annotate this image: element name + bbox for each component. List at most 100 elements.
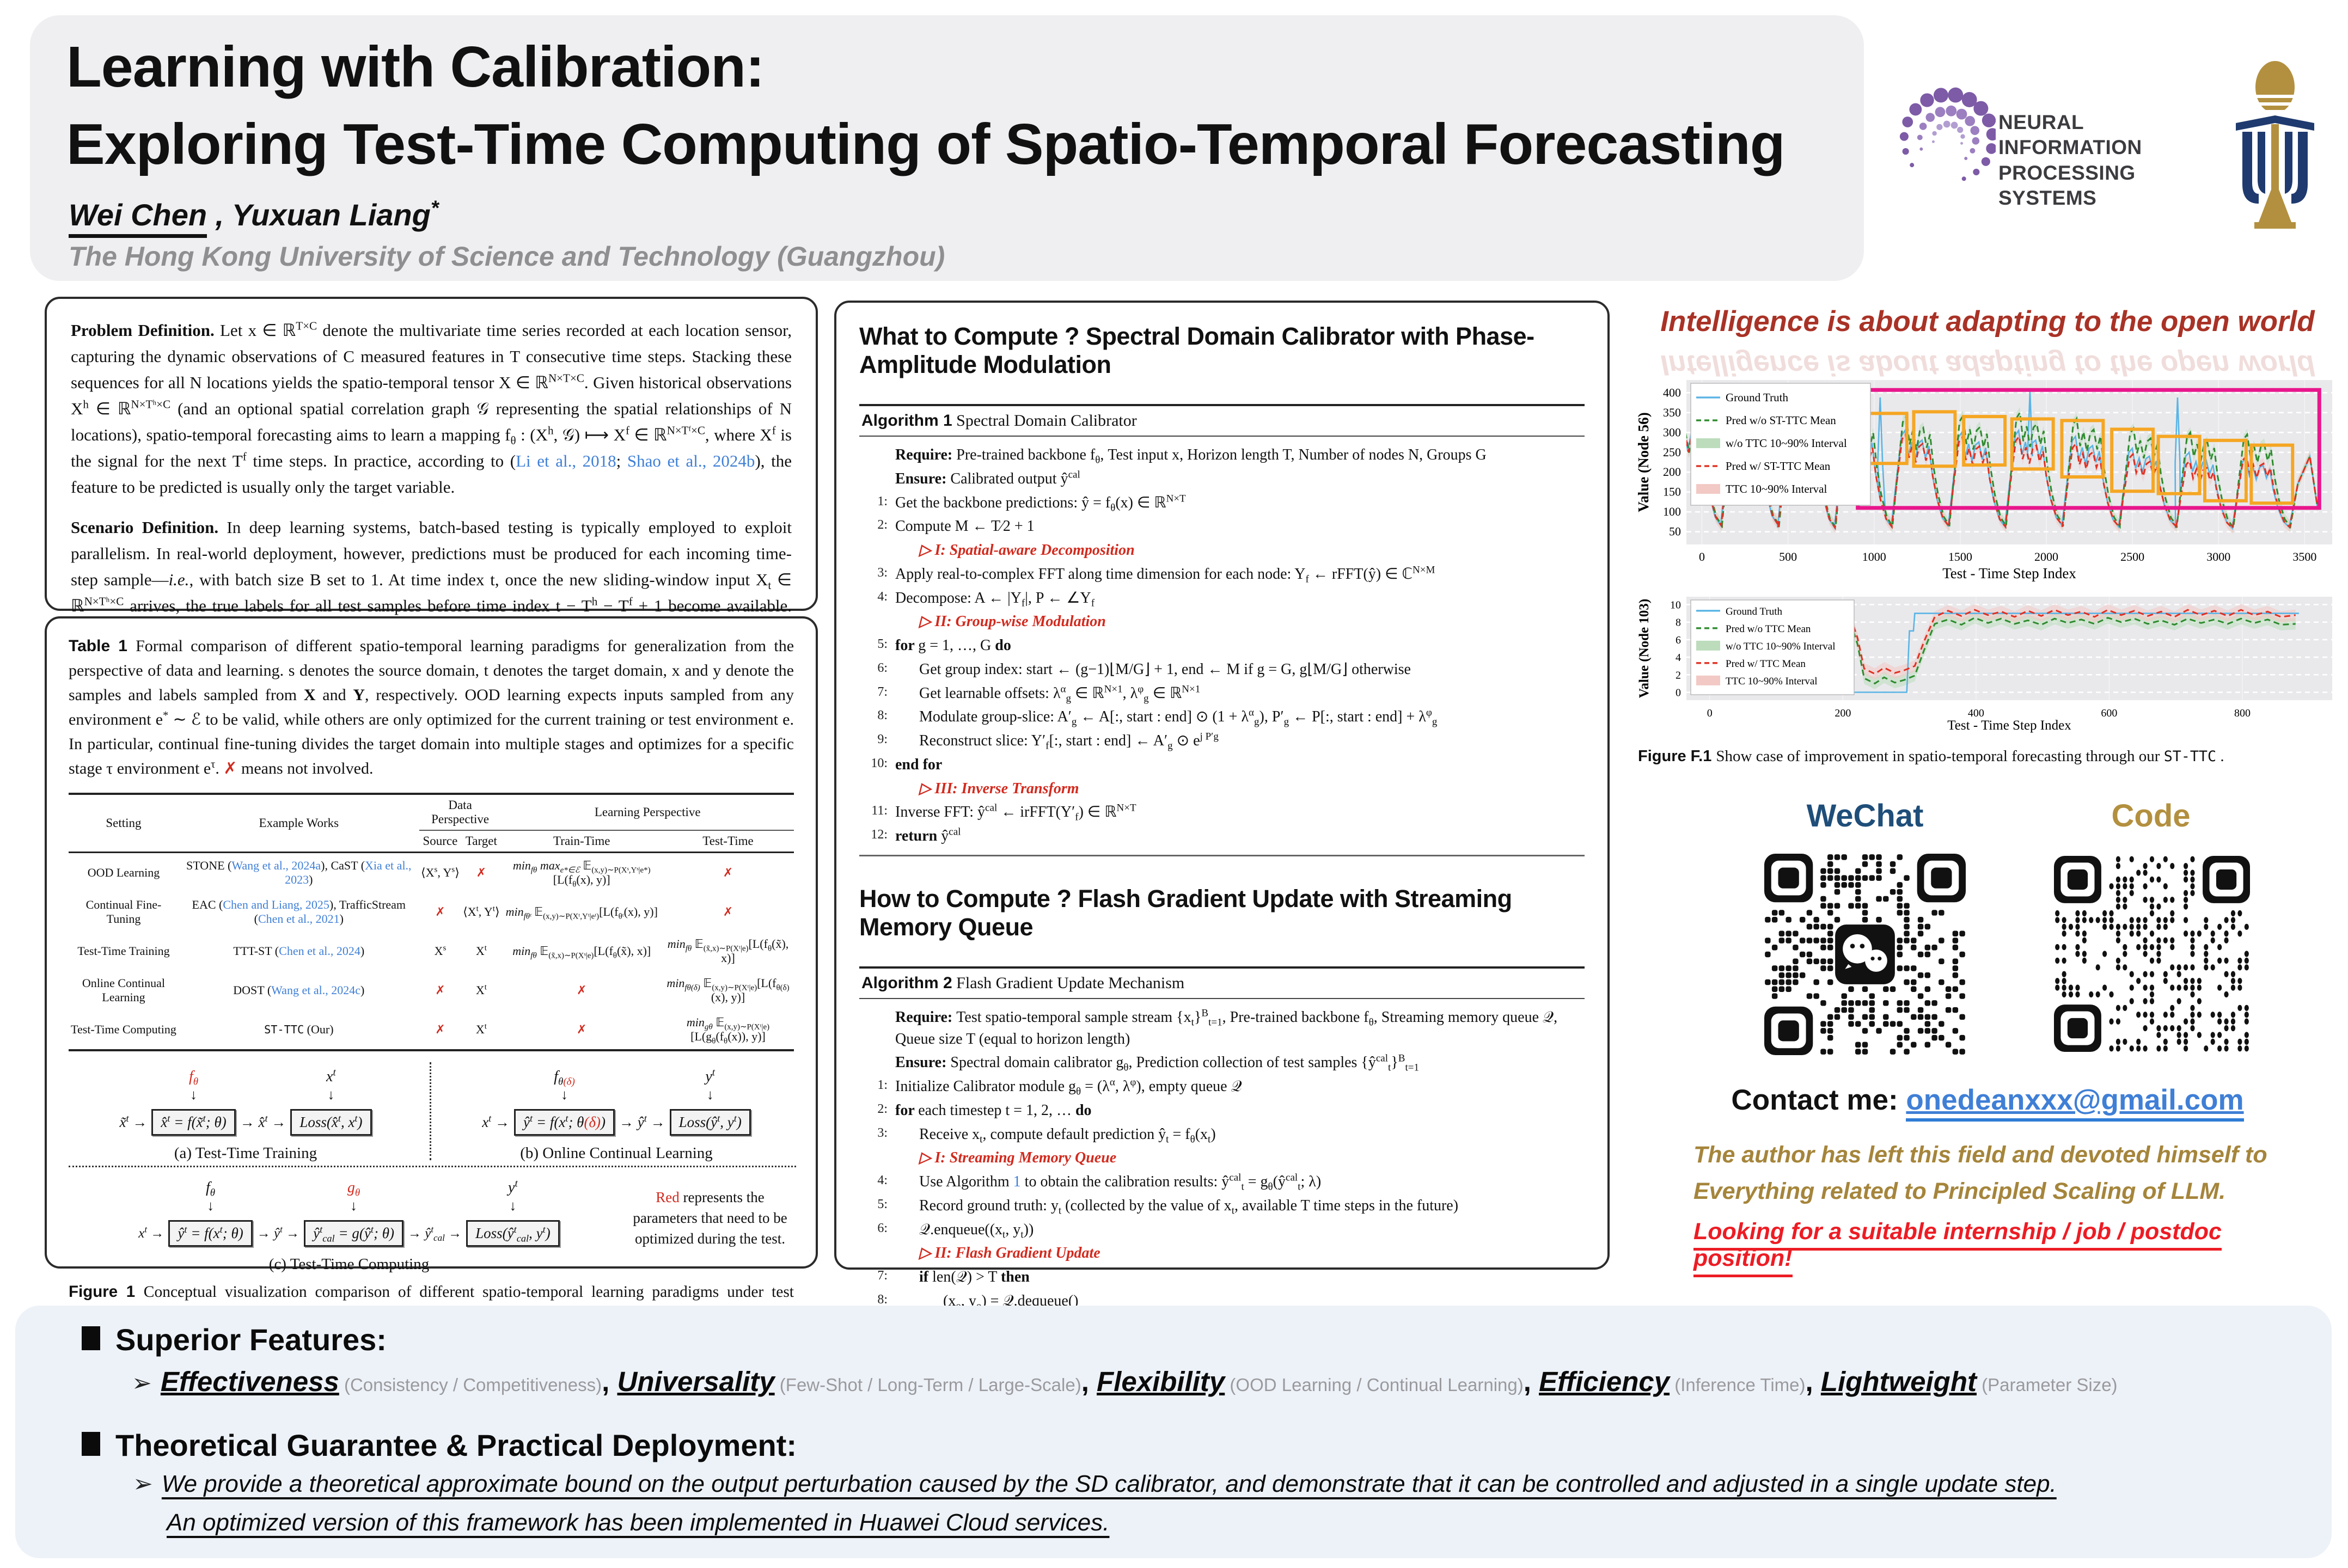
table-cell-source: Xs bbox=[434, 944, 447, 958]
node56-forecast-chart: 50 100 150 200 250 300 350 400 0 500 1000 1500 2000 2… bbox=[1636, 380, 2332, 581]
algorithm-line: Require: Test spatio-temporal sample str… bbox=[895, 1007, 1558, 1048]
algorithm1-title: Algorithm 1 Spectral Domain Calibrator bbox=[859, 404, 1585, 437]
algorithm-line: Ensure: Spectral domain calibrator gθ, P… bbox=[895, 1052, 1420, 1074]
svg-text:Ground Truth: Ground Truth bbox=[1726, 606, 1782, 617]
svg-text:Pred w/o TTC Mean: Pred w/o TTC Mean bbox=[1726, 623, 1811, 635]
square-bullet-icon bbox=[82, 1326, 100, 1350]
table-cell-works: TTT-ST (Chen et al., 2024) bbox=[233, 944, 365, 958]
flow-box: fθ(δ) ↓ ŷt = f(xt; θ(δ)) bbox=[514, 1068, 615, 1136]
feature-detail: (Parameter Size) bbox=[1976, 1375, 2118, 1395]
table-cell-test: minfθ 𝔼(x̃,x)∼P(Xᵗ|e)[L(fθ(x̃), x)] bbox=[667, 937, 789, 965]
algorithm-line: 12: return ŷcal bbox=[871, 826, 961, 844]
column-header: Source bbox=[419, 830, 462, 853]
algorithm-line: 10: end for bbox=[871, 756, 943, 773]
algorithm-line: Require: Pre-trained backbone fθ, Test i… bbox=[895, 446, 1487, 466]
citation-link[interactable]: Xia et al., 2023 bbox=[285, 859, 412, 886]
title-line2: Exploring Test-Time Computing of Spatio-… bbox=[66, 112, 1786, 177]
table-cell-setting: Test-Time Training bbox=[77, 944, 170, 958]
svg-text:400: 400 bbox=[1663, 385, 1681, 399]
algorithm-line: 5: Record ground truth: yt (collected by … bbox=[877, 1197, 1459, 1217]
neurips-logo-line2: PROCESSING SYSTEMS bbox=[1998, 161, 2136, 209]
svg-text:50: 50 bbox=[1669, 525, 1681, 538]
features-line: ➢ Effectiveness (Consistency / Competitiv… bbox=[132, 1366, 2118, 1397]
citation-link[interactable]: Wang et al., 2024a bbox=[231, 859, 321, 872]
flow-text: → ŷtcal → bbox=[407, 1224, 462, 1243]
svg-text:800: 800 bbox=[2234, 707, 2251, 719]
feature-detail: (Consistency / Competitiveness) bbox=[339, 1375, 602, 1395]
citation-link[interactable]: Shao et al., 2024b bbox=[627, 451, 755, 471]
table-cell-target: ⟨Xt, Yt⟩ bbox=[463, 904, 500, 918]
svg-text:250: 250 bbox=[1663, 445, 1681, 459]
flow-box: gθ ↓ ŷtcal = g(ŷt; θ) bbox=[304, 1179, 403, 1247]
table-cell-train: minfθ maxe*∈ℰ 𝔼(x,y)∼P(Xˢ,Yˢ|e*)[L(fθ(x)… bbox=[512, 859, 651, 889]
table-cell-train: ✗ bbox=[577, 983, 587, 997]
svg-text:0: 0 bbox=[1676, 687, 1681, 699]
citation-link[interactable]: Wang et al., 2024c bbox=[271, 983, 360, 997]
svg-text:Test - Time Step Index: Test - Time Step Index bbox=[1942, 565, 2076, 581]
citation-link[interactable]: Chen et al., 2021 bbox=[258, 912, 340, 926]
citation-link[interactable]: Chen and Liang, 2025 bbox=[223, 898, 329, 911]
table-cell-setting: Continual Fine-Tuning bbox=[85, 898, 162, 926]
algorithm-line: 6: 𝒬.enqueue((xt, yt)) bbox=[877, 1221, 1034, 1241]
svg-text:1500: 1500 bbox=[1948, 550, 1972, 564]
hkust-logo-icon bbox=[2236, 61, 2314, 229]
svg-text:w/o TTC 10~90% Interval: w/o TTC 10~90% Interval bbox=[1726, 641, 1835, 652]
down-arrow-icon: ↓ bbox=[327, 1087, 335, 1102]
table-cell-works: ST-TTC (Our) bbox=[178, 1010, 419, 1051]
feature-name: Efficiency bbox=[1539, 1366, 1670, 1397]
theoretical-heading: Theoretical Guarantee & Practical Deploy… bbox=[82, 1428, 797, 1463]
title-line1: Learning with Calibration: bbox=[66, 35, 765, 99]
svg-text:Ground Truth: Ground Truth bbox=[1726, 391, 1788, 404]
superior-features-heading: Superior Features: bbox=[82, 1322, 387, 1357]
code-heading: Code bbox=[2111, 798, 2191, 834]
flow-box: yt ↓ Loss(ŷtcal, yt) bbox=[466, 1179, 560, 1247]
algorithm-line: 5: for g = 1, …, G do bbox=[877, 637, 1011, 654]
authors: Wei Chen , Yuxuan Liang* bbox=[69, 197, 439, 238]
contact-line[interactable]: Contact me: onedeanxxx@gmail.com bbox=[1666, 1083, 2309, 1122]
svg-text:500: 500 bbox=[1779, 550, 1797, 564]
figure1-vertical-divider bbox=[430, 1062, 431, 1160]
column-header: Example Works bbox=[178, 793, 419, 853]
svg-text:150: 150 bbox=[1663, 485, 1681, 499]
column-header: Test-Time bbox=[662, 830, 794, 853]
flow-text: xt → bbox=[138, 1224, 164, 1241]
figure1c-label: (c) Test-Time Computing bbox=[268, 1255, 430, 1273]
svg-text:2000: 2000 bbox=[2034, 550, 2058, 564]
citation-link[interactable]: 1 bbox=[1013, 1173, 1021, 1190]
feature-detail: (OOD Learning / Continual Learning) bbox=[1225, 1375, 1524, 1395]
svg-text:Value (Node 56): Value (Node 56) bbox=[1636, 412, 1652, 512]
author-gold-note: The author has left this field and devot… bbox=[1693, 1142, 2267, 1204]
algorithm-line: 3: Apply real-to-complex FFT along time d… bbox=[877, 564, 1435, 585]
flow-box: fθ ↓ ŷt = f(xt; θ) bbox=[168, 1179, 253, 1247]
table-row: Continual Fine-Tuning EAC (Chen and Liang… bbox=[69, 892, 794, 932]
citation-link[interactable]: Chen et al., 2024 bbox=[279, 944, 360, 958]
author-red-note: Looking for a suitable internship / job … bbox=[1693, 1218, 2325, 1277]
algorithm-comment-line: ▷ I: Spatial-aware Decomposition bbox=[919, 542, 1135, 559]
citation-link[interactable]: onedeanxxx@gmail.com bbox=[1906, 1084, 2244, 1122]
algorithm-comment-line: ▷ III: Inverse Transform bbox=[919, 780, 1079, 797]
table-row: Test-Time Computing ST-TTC (Our) ✗ Xt ✗ mingθ… bbox=[69, 1010, 794, 1051]
table-row: Test-Time Training TTT-ST (Chen et al., 2… bbox=[69, 932, 794, 971]
problem-definition-paragraph: Problem Definition. Let x ∈ ℝT×C denote … bbox=[71, 319, 792, 497]
svg-text:6: 6 bbox=[1676, 634, 1681, 646]
svg-text:2500: 2500 bbox=[2120, 550, 2144, 564]
column-header: Data Perspective bbox=[419, 793, 502, 831]
method-panel: What to Compute ? Spectral Domain Calibr… bbox=[834, 301, 1610, 1441]
table-cell-test: minfθ(δ) 𝔼(x,y)∼P(Xᵗ|e)[L(fθ(δ)(x), y)] bbox=[667, 976, 790, 1004]
bottom-band bbox=[15, 1306, 2332, 1558]
table-cell-train: ✗ bbox=[501, 1010, 662, 1051]
feature-name: Effectiveness bbox=[160, 1366, 339, 1397]
feature-name: Flexibility bbox=[1097, 1366, 1225, 1397]
column-header: Train-Time bbox=[501, 830, 662, 853]
table-cell-source: ✗ bbox=[419, 1010, 462, 1051]
arrow-bullet-icon: ➢ bbox=[132, 1370, 152, 1396]
algorithm-line: 2: for each timestep t = 1, 2, … do bbox=[877, 1101, 1092, 1119]
svg-text:100: 100 bbox=[1663, 505, 1681, 518]
feature-name: Lightweight bbox=[1820, 1366, 1977, 1397]
citation-link[interactable]: Li et al., 2018 bbox=[516, 451, 616, 471]
header-card bbox=[30, 15, 1864, 281]
svg-text:2: 2 bbox=[1676, 669, 1681, 681]
svg-text:3000: 3000 bbox=[2206, 550, 2230, 564]
algorithm-line: 6: Get group index: start ← (g−1)⌊M/G⌋ + … bbox=[877, 660, 1411, 678]
down-arrow-icon: ↓ bbox=[207, 1198, 215, 1214]
